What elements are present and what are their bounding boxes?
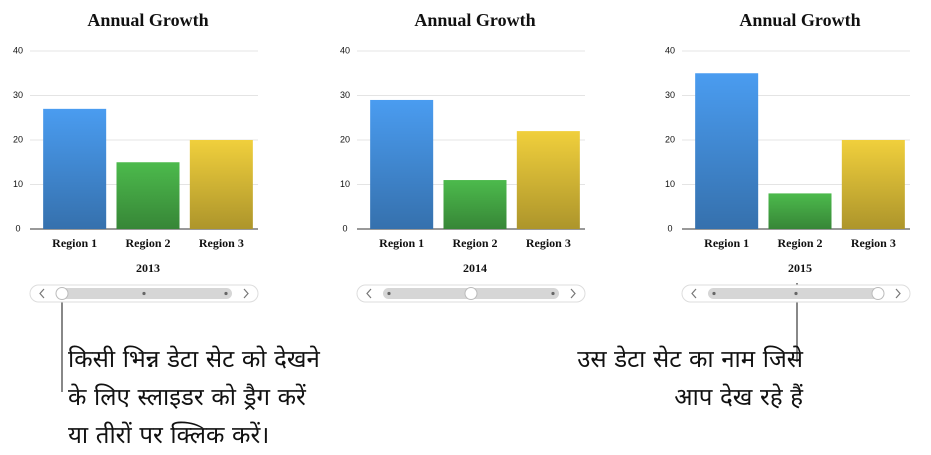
x-tick-label: Region 2	[778, 236, 823, 250]
slider-stop	[794, 291, 798, 296]
callout-text: के लिए स्लाइडर को ड्रैग करें	[68, 383, 307, 411]
slider-handle[interactable]	[871, 287, 885, 300]
y-tick-label: 10	[13, 179, 23, 189]
x-tick-label: Region 3	[199, 236, 244, 250]
bar-shade	[768, 193, 832, 229]
bar-shade	[841, 140, 905, 229]
slider-left-arrow[interactable]	[366, 288, 372, 299]
y-tick-label: 40	[13, 45, 23, 55]
y-tick-label: 40	[665, 45, 675, 55]
slider-stop	[142, 291, 146, 296]
slider-handle[interactable]	[55, 287, 69, 300]
slider-stop	[712, 291, 716, 296]
chart-title: Annual Growth	[87, 10, 208, 30]
slider-stop	[551, 291, 555, 296]
y-tick-label: 0	[667, 223, 672, 233]
x-tick-label: Region 3	[851, 236, 896, 250]
y-tick-label: 10	[665, 179, 675, 189]
callout-text: उस डेटा सेट का नाम जिसे	[577, 345, 804, 373]
y-tick-label: 10	[340, 179, 350, 189]
y-tick-label: 20	[13, 134, 23, 144]
x-tick-label: Region 2	[453, 236, 498, 250]
callout-text: या तीरों पर क्लिक करें।	[68, 421, 269, 449]
y-tick-label: 20	[340, 134, 350, 144]
slider-left-arrow[interactable]	[691, 288, 697, 299]
bar-shade	[189, 140, 253, 229]
chart-title: Annual Growth	[414, 10, 535, 30]
slider-handle[interactable]	[464, 287, 478, 300]
callout-text: आप देख रहे हैं	[674, 383, 804, 411]
y-tick-label: 40	[340, 45, 350, 55]
chart-title: Annual Growth	[739, 10, 860, 30]
bar-shade	[116, 162, 180, 229]
x-tick-label: Region 1	[379, 236, 424, 250]
x-tick-label: Region 2	[126, 236, 171, 250]
bar-shade	[443, 180, 507, 229]
bar-shade	[370, 99, 434, 229]
y-tick-label: 0	[15, 223, 20, 233]
slider-left-arrow[interactable]	[39, 288, 45, 299]
x-tick-label: Region 3	[526, 236, 571, 250]
y-tick-label: 20	[665, 134, 675, 144]
slider-stop	[387, 291, 391, 296]
x-tick-label: Region 1	[704, 236, 749, 250]
x-tick-label: Region 1	[52, 236, 97, 250]
y-tick-label: 0	[342, 223, 347, 233]
dataset-name: 2014	[463, 261, 487, 275]
y-tick-label: 30	[665, 90, 675, 100]
bar-shade	[516, 131, 580, 229]
y-tick-label: 30	[13, 90, 23, 100]
slider-right-arrow[interactable]	[895, 288, 901, 299]
slider-stop	[224, 291, 228, 296]
dataset-name: 2013	[136, 261, 160, 275]
slider-right-arrow[interactable]	[243, 288, 249, 299]
callout-text: किसी भिन्न डेटा सेट को देखने	[68, 345, 320, 373]
slider-right-arrow[interactable]	[570, 288, 576, 299]
y-tick-label: 30	[340, 90, 350, 100]
bar-shade	[43, 108, 107, 229]
dataset-name: 2015	[788, 261, 812, 275]
bar-shade	[695, 73, 759, 229]
